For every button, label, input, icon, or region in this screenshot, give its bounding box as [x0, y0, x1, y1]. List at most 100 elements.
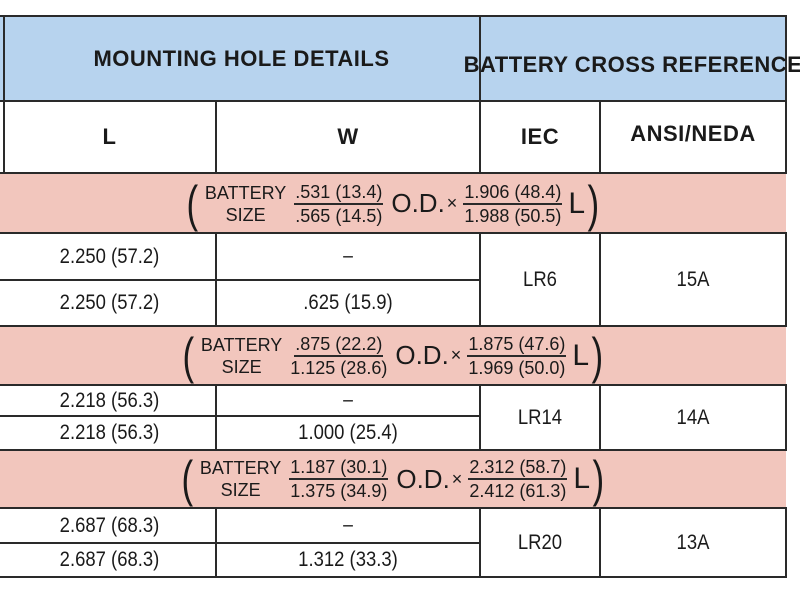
- battery-label: BATTERY: [199, 458, 282, 478]
- rule: [785, 232, 787, 327]
- od-max: .565 (14.5): [295, 205, 383, 226]
- od-label: O.D.: [395, 340, 449, 370]
- length-fraction: 2.312 (58.7) 2.412 (61.3): [468, 456, 568, 502]
- rule: [0, 232, 786, 234]
- close-paren: ): [587, 175, 600, 232]
- width-value: 1.000 (25.4): [298, 421, 398, 444]
- rule: [0, 384, 786, 386]
- section-band-2: [0, 326, 786, 385]
- iec-value: LR6: [523, 267, 557, 291]
- rule: [215, 100, 217, 174]
- rule: [479, 384, 481, 451]
- ansi-neda-value: 14A: [676, 405, 710, 429]
- battery-size-label: BATTERY SIZE: [205, 182, 286, 226]
- length-min: 2.312 (58.7): [468, 456, 568, 480]
- size-label: SIZE: [220, 480, 261, 500]
- od-max: 1.125 (28.6): [290, 357, 388, 378]
- times-sign: ×: [451, 468, 463, 489]
- rule: [0, 172, 786, 174]
- rule: [0, 576, 786, 578]
- battery-size-label: BATTERY SIZE: [200, 457, 281, 501]
- od-fraction: 1.187 (30.1) 1.375 (34.9): [289, 456, 389, 502]
- open-paren: (: [186, 175, 199, 232]
- width-value: .625 (15.9): [303, 291, 393, 314]
- rule: [3, 15, 5, 174]
- rule: [215, 507, 217, 578]
- rule: [785, 507, 787, 578]
- rule: [599, 384, 601, 451]
- length-value: 2.218 (56.3): [59, 388, 160, 412]
- rule: [0, 279, 480, 281]
- battery-label: BATTERY: [200, 334, 283, 355]
- rule: [599, 100, 601, 174]
- od-fraction: .875 (22.2) 1.125 (28.6): [290, 333, 387, 379]
- rule: [0, 15, 786, 17]
- rule: [0, 507, 786, 509]
- length-value: 2.250 (57.2): [59, 244, 160, 268]
- column-header-ansi-neda: ANSI/NEDA: [630, 121, 756, 146]
- open-paren: (: [182, 327, 195, 384]
- size-label: SIZE: [221, 356, 262, 377]
- rule: [0, 542, 480, 544]
- times-sign: ×: [450, 345, 462, 365]
- battery-cross-reference-heading: BATTERY CROSS REFERENCE: [463, 51, 800, 77]
- rule: [0, 100, 786, 102]
- od-max: 1.375 (34.9): [290, 481, 388, 501]
- section-band-3: [0, 450, 786, 508]
- length-value: 2.250 (57.2): [59, 291, 160, 314]
- width-value: 1.312 (33.3): [298, 548, 398, 571]
- rule: [599, 232, 601, 327]
- length-value: 2.687 (68.3): [59, 548, 160, 571]
- rule: [785, 384, 787, 451]
- length-max: 2.412 (61.3): [469, 481, 567, 501]
- iec-value: LR20: [517, 530, 563, 554]
- ansi-neda-value: 15A: [676, 267, 710, 291]
- rule: [0, 449, 786, 451]
- length-min: 1.875 (47.6): [467, 333, 567, 357]
- od-label: O.D.: [391, 188, 445, 218]
- rule: [785, 15, 787, 174]
- size-label: SIZE: [225, 204, 266, 225]
- length-min: 1.906 (48.4): [463, 181, 563, 205]
- ansi-neda-value: 13A: [676, 530, 710, 554]
- battery-size-formula: ( BATTERY SIZE .531 (13.4) .565 (14.5) O…: [0, 174, 786, 233]
- od-min: .531 (13.4): [294, 181, 384, 205]
- length-value: 2.218 (56.3): [59, 421, 160, 444]
- length-fraction: 1.875 (47.6) 1.969 (50.0): [467, 333, 567, 379]
- close-paren: ): [592, 451, 605, 507]
- rule: [479, 232, 481, 327]
- column-header-w: W: [337, 124, 359, 149]
- width-value: –: [343, 389, 353, 411]
- battery-label: BATTERY: [204, 182, 287, 203]
- mounting-hole-details-heading: MOUNTING HOLE DETAILS: [93, 45, 390, 71]
- length-label: L: [572, 338, 590, 372]
- length-label: L: [573, 462, 591, 495]
- column-header-iec: IEC: [520, 124, 560, 149]
- battery-size-formula: ( BATTERY SIZE .875 (22.2) 1.125 (28.6) …: [0, 326, 786, 385]
- rule: [479, 15, 481, 174]
- length-label: L: [568, 186, 586, 220]
- battery-size-label: BATTERY SIZE: [201, 334, 282, 378]
- width-value: –: [343, 514, 353, 536]
- length-fraction: 1.906 (48.4) 1.988 (50.5): [463, 181, 563, 227]
- length-max: 1.969 (50.0): [468, 357, 566, 378]
- rule: [599, 507, 601, 578]
- column-header-l: L: [102, 124, 117, 149]
- od-min: 1.187 (30.1): [289, 456, 389, 480]
- battery-size-formula: ( BATTERY SIZE 1.187 (30.1) 1.375 (34.9)…: [0, 450, 786, 508]
- length-max: 1.988 (50.5): [464, 205, 562, 226]
- open-paren: (: [181, 451, 194, 507]
- rule: [0, 325, 786, 327]
- length-value: 2.687 (68.3): [59, 513, 160, 537]
- section-band-1: [0, 174, 786, 233]
- close-paren: ): [591, 327, 604, 384]
- od-min: .875 (22.2): [294, 333, 384, 357]
- rule: [0, 415, 480, 417]
- iec-value: LR14: [517, 405, 563, 429]
- od-fraction: .531 (13.4) .565 (14.5): [294, 181, 384, 227]
- times-sign: ×: [446, 193, 458, 213]
- width-value: –: [343, 245, 353, 267]
- rule: [215, 232, 217, 327]
- od-label: O.D.: [396, 463, 450, 494]
- rule: [215, 384, 217, 451]
